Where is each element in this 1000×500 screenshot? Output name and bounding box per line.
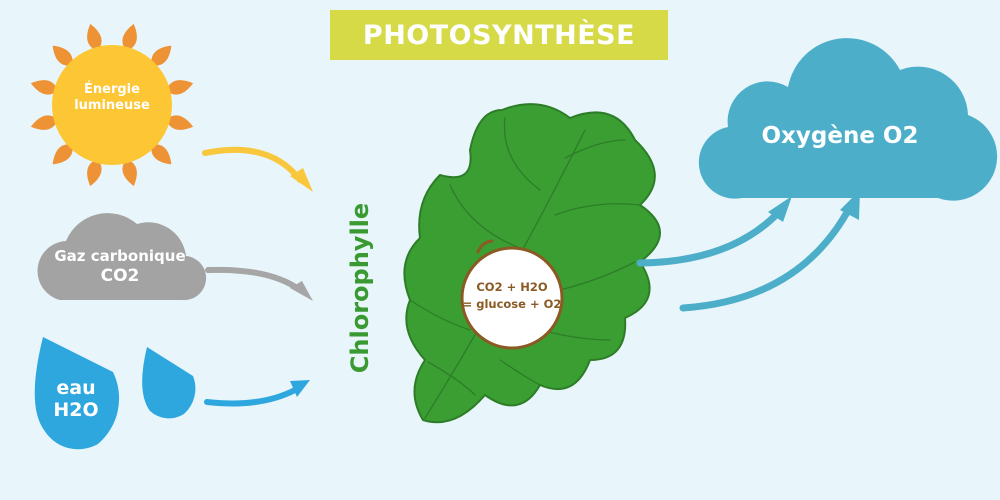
water-drop-icon-small xyxy=(142,347,196,419)
sun-disc xyxy=(52,45,172,165)
title-banner: PHOTOSYNTHÈSE xyxy=(330,10,668,60)
light-energy-label: Énergie lumineuse xyxy=(57,82,167,115)
water-arrow xyxy=(204,380,310,407)
water-line2: H2O xyxy=(53,398,99,421)
co2-cloud-icon xyxy=(37,213,207,301)
equation-line2: = glucose + O2 xyxy=(462,296,562,311)
light-energy-line1: Énergie xyxy=(84,82,140,97)
chlorophyll-text: Chlorophylle xyxy=(346,202,374,374)
sun-ray xyxy=(122,23,137,51)
equation-label: CO2 + H2O = glucose + O2 xyxy=(452,279,572,312)
sun-ray xyxy=(151,144,172,165)
page-title: PHOTOSYNTHÈSE xyxy=(362,19,636,51)
sun-ray xyxy=(151,45,172,66)
water-line1: eau xyxy=(56,377,96,399)
sun-ray xyxy=(166,80,194,95)
water-label: eau H2O xyxy=(40,377,112,422)
oxygen-cloud-icon xyxy=(698,38,998,201)
co2-arrow xyxy=(205,266,313,301)
oxygen-arrow-lower xyxy=(679,190,860,312)
sun-arrow xyxy=(202,146,313,192)
sun-ray xyxy=(87,159,102,187)
co2-line1: Gaz carbonique xyxy=(54,247,186,265)
sun-ray xyxy=(52,144,73,165)
water-drop-icon-large xyxy=(34,337,120,450)
oxygen-label: Oxygène O2 xyxy=(761,123,919,149)
sun-rays xyxy=(30,23,194,187)
equation-line1: CO2 + H2O xyxy=(476,280,548,294)
light-energy-line2: lumineuse xyxy=(74,98,150,114)
sun-ray xyxy=(30,80,58,95)
sun-ray xyxy=(166,115,194,130)
oxygen-arrow-upper xyxy=(636,196,792,267)
co2-label: Gaz carbonique CO2 xyxy=(40,247,200,287)
co2-line2: CO2 xyxy=(100,265,140,286)
sun-ray xyxy=(30,115,58,130)
sun-ray xyxy=(87,23,102,51)
sun-ray xyxy=(122,159,137,187)
sun-icon xyxy=(30,23,194,187)
sun-ray xyxy=(52,45,73,66)
equation-circle xyxy=(460,239,564,350)
